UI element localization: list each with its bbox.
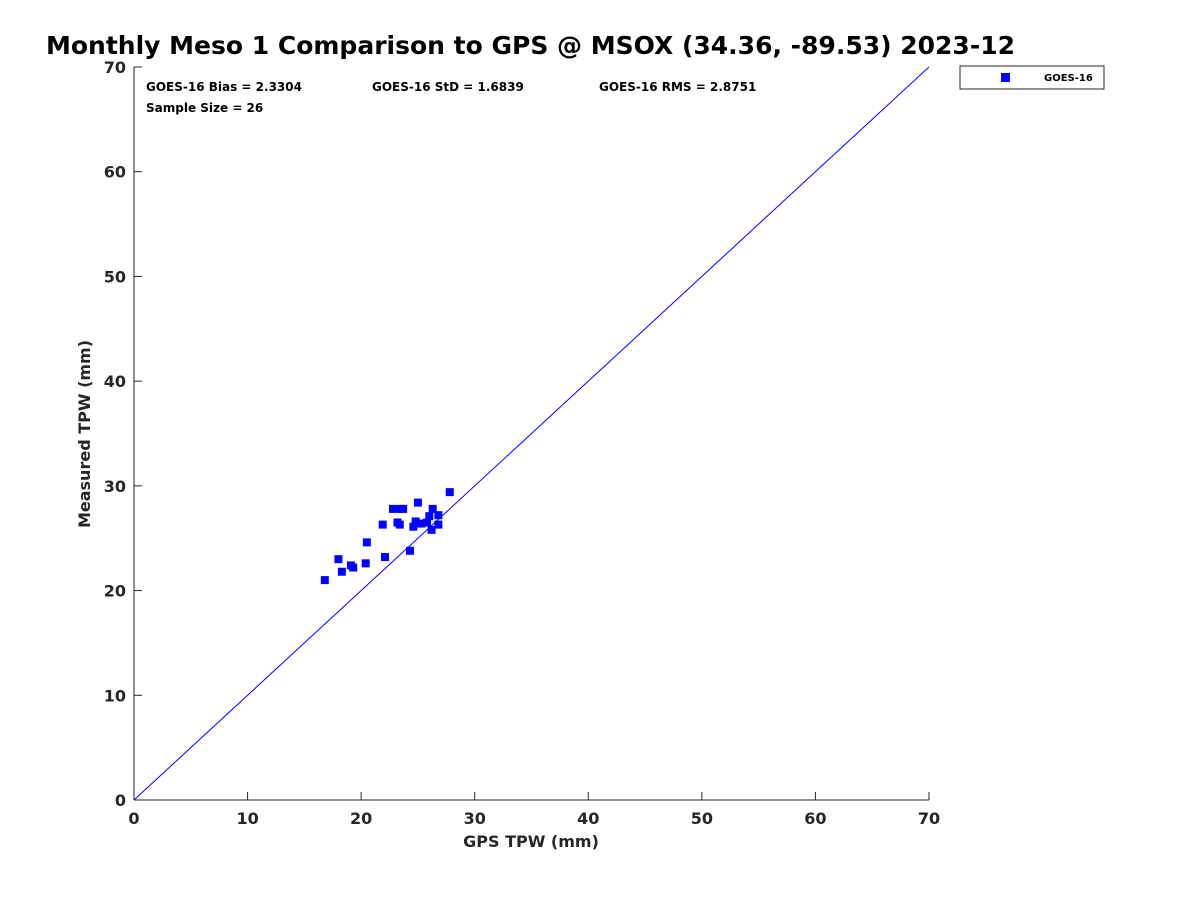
y-tick-label: 10 xyxy=(104,686,126,705)
data-points-layer xyxy=(320,488,454,585)
data-point xyxy=(337,567,346,576)
stat-bias: GOES-16 Bias = 2.3304 xyxy=(146,80,302,94)
data-point xyxy=(409,522,418,531)
data-point xyxy=(388,504,397,513)
x-tick-label: 60 xyxy=(804,809,826,828)
y-axis-label: Measured TPW (mm) xyxy=(75,340,94,528)
y-tick-label: 70 xyxy=(104,58,126,77)
y-ticks: 0 10 20 30 40 50 60 70 xyxy=(104,58,142,810)
x-ticks: 0 10 20 30 40 50 60 70 xyxy=(128,792,940,828)
legend: GOES-16 xyxy=(959,65,1105,90)
axes xyxy=(133,67,929,801)
legend-box xyxy=(959,65,1105,90)
stat-sample-size: Sample Size = 26 xyxy=(146,101,263,115)
data-point xyxy=(399,504,408,513)
x-tick-label: 0 xyxy=(128,809,139,828)
x-tick-label: 30 xyxy=(464,809,486,828)
data-point xyxy=(428,504,437,513)
data-point xyxy=(405,546,414,555)
x-axis-label: GPS TPW (mm) xyxy=(463,832,599,851)
data-point xyxy=(361,559,370,568)
legend-marker xyxy=(1001,73,1010,82)
data-point xyxy=(411,517,420,526)
data-point xyxy=(413,498,422,507)
x-tick-label: 20 xyxy=(350,809,372,828)
data-point xyxy=(434,520,443,529)
data-point xyxy=(334,555,343,564)
reference-line-layer xyxy=(133,66,930,801)
data-point xyxy=(320,576,329,585)
y-tick-label: 60 xyxy=(104,163,126,182)
data-point xyxy=(427,525,436,534)
stat-std: GOES-16 StD = 1.6839 xyxy=(372,80,524,94)
data-point xyxy=(362,538,371,547)
x-tick-label: 40 xyxy=(577,809,599,828)
stat-rms: GOES-16 RMS = 2.8751 xyxy=(599,80,756,94)
data-point xyxy=(434,511,443,520)
data-point xyxy=(349,563,358,572)
data-point xyxy=(445,488,454,497)
data-point xyxy=(425,512,434,521)
data-point xyxy=(395,520,404,529)
x-tick-label: 70 xyxy=(918,809,940,828)
y-tick-label: 40 xyxy=(104,372,126,391)
chart-title: Monthly Meso 1 Comparison to GPS @ MSOX … xyxy=(46,31,1015,60)
y-tick-label: 50 xyxy=(104,267,126,286)
x-tick-label: 50 xyxy=(691,809,713,828)
data-point xyxy=(380,553,389,562)
data-point xyxy=(423,518,432,527)
y-tick-label: 20 xyxy=(104,582,126,601)
y-tick-label: 0 xyxy=(115,791,126,810)
y-tick-label: 30 xyxy=(104,477,126,496)
x-tick-label: 10 xyxy=(236,809,258,828)
data-point xyxy=(378,520,387,529)
legend-label: GOES-16 xyxy=(1044,73,1093,84)
data-point xyxy=(417,519,426,528)
one-to-one-line xyxy=(133,66,930,801)
